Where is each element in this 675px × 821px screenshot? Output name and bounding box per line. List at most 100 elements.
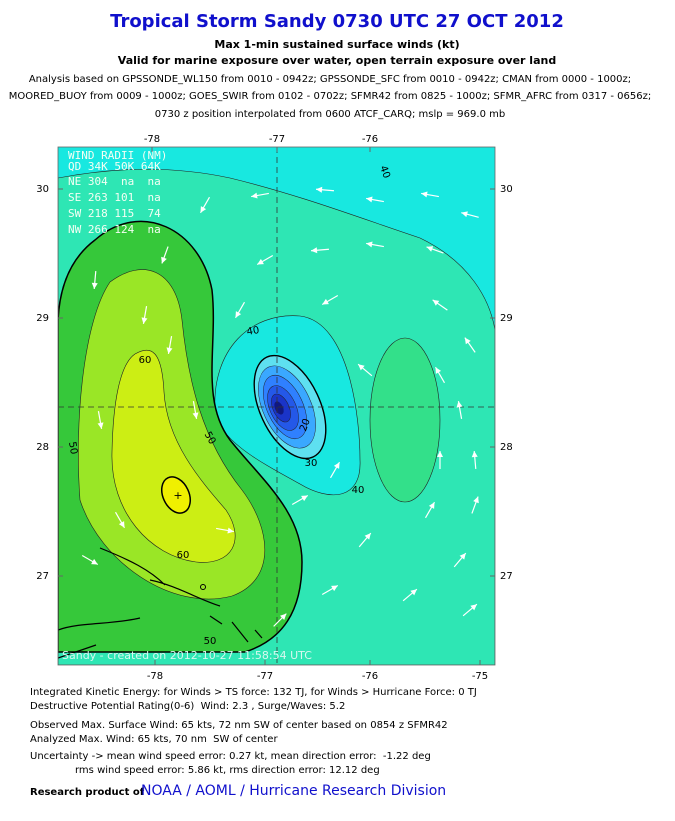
arrow-head: [257, 258, 264, 265]
subtitle: Max 1-min sustained surface winds (kt): [214, 38, 459, 51]
coastline: [58, 547, 263, 659]
footer-line: Uncertainty -> mean wind speed error: 0.…: [30, 751, 431, 762]
wind-arrow: [114, 511, 126, 529]
wind-arrow: [434, 366, 446, 384]
arrow-head: [364, 533, 371, 540]
validity: Valid for marine exposure over water, op…: [118, 54, 556, 67]
analysis-line: Analysis based on GPSSONDE_WL150 from 00…: [29, 74, 631, 85]
wind-arrow: [421, 191, 439, 198]
left-lat-label: 27: [36, 571, 49, 582]
footer-line: Destructive Potential Rating(0-6) Wind: …: [30, 701, 345, 712]
contour-label: 20: [298, 417, 313, 433]
arrow-head: [464, 337, 471, 345]
arrow-head: [301, 495, 308, 502]
right-lat-label: 28: [500, 442, 513, 453]
arrow-head: [421, 191, 428, 198]
arrow-head: [192, 412, 199, 419]
arrow-head: [333, 462, 340, 469]
arrow-head: [459, 553, 466, 560]
max-wind-marker: +: [173, 489, 182, 502]
wind-arrow: [91, 270, 98, 290]
wind-radii-row: QD 34K 50K 64K: [68, 160, 161, 173]
arrow-head: [428, 502, 435, 509]
island: [200, 584, 206, 590]
footer-line: Analyzed Max. Wind: 65 kts, 70 nm SW of …: [30, 734, 278, 745]
footer-line: Observed Max. Surface Wind: 65 kts, 72 n…: [30, 720, 448, 731]
contour-label: 40: [377, 164, 392, 180]
wind-radii-title: WIND RADII (NM): [68, 149, 167, 162]
arrow-head: [118, 521, 125, 528]
arrow-head: [437, 451, 443, 457]
wind-arrow: [357, 363, 373, 377]
wind-arrow: [315, 186, 335, 193]
arrow-head: [235, 311, 242, 318]
footer-line: rms wind speed error: 5.86 kt, rms direc…: [75, 765, 380, 776]
arrow-head: [91, 558, 98, 565]
top-lon-label: -77: [269, 134, 285, 145]
left-lat-label: 30: [36, 184, 49, 195]
bottom-lon-label: -76: [362, 671, 378, 682]
wind-radii-row: NE 304 na na: [68, 175, 161, 188]
wind-radii-row: SE 263 101 na: [68, 191, 161, 204]
wind-arrow: [471, 450, 478, 470]
contour-label: 50: [66, 441, 79, 455]
wind-arrow: [432, 299, 448, 311]
contour-45: [369, 337, 441, 503]
wind-arrow: [358, 532, 372, 548]
top-lon-label: -78: [144, 134, 160, 145]
wind-arrows: [81, 186, 479, 627]
arrow-head: [473, 496, 479, 504]
wind-arrow: [329, 461, 341, 479]
right-lat-label: 30: [500, 184, 513, 195]
arrow-head: [435, 367, 442, 374]
arrow-head: [471, 451, 478, 458]
contour-label: 40: [352, 485, 365, 496]
arrow-head: [366, 196, 373, 203]
arrow-head: [311, 247, 318, 254]
arrow-head: [97, 422, 104, 429]
wind-arrow: [81, 554, 99, 566]
arrow-head: [161, 256, 167, 264]
bottom-lon-label: -75: [472, 671, 488, 682]
ticks: -78 -77 -76 -78 -77 -76 -75 30 29 28 27 30 29 28 27: [36, 134, 512, 682]
wind-arrow: [456, 401, 463, 419]
arrow-head: [358, 364, 365, 371]
credit-label: Research product of: [30, 787, 145, 798]
wind-arrow: [402, 588, 418, 602]
arrow-head: [251, 192, 258, 199]
contour-label: 60: [177, 550, 190, 561]
credit-org[interactable]: NOAA / AOML / Hurricane Research Divisio…: [141, 783, 446, 799]
wind-arrow: [366, 241, 384, 248]
wind-arrow: [464, 337, 476, 353]
arrow-head: [426, 246, 434, 252]
bottom-lon-label: -77: [257, 671, 273, 682]
wind-radii-row: NW 266 124 na: [68, 223, 161, 236]
bottom-lon-label: -78: [147, 671, 163, 682]
wind-arrow: [234, 301, 246, 319]
contour-65: [160, 476, 192, 514]
footer-line: Integrated Kinetic Energy: for Winds > T…: [30, 687, 477, 698]
wind-arrow: [256, 254, 274, 266]
wind-arrow: [199, 196, 211, 214]
arrow-head: [331, 585, 338, 592]
contour-60: [111, 349, 236, 563]
wind-arrow: [424, 501, 436, 519]
analysis-line: MOORED_BUOY from 0009 - 1000z; GOES_SWIR…: [9, 91, 651, 102]
arrow-head: [200, 206, 207, 213]
wind-arrow: [161, 246, 169, 264]
watermark: Sandy - created on 2012-10-27 11:58:54 U…: [62, 649, 312, 662]
arrow-head: [316, 186, 323, 193]
wind-arrow: [321, 294, 339, 306]
wind-arrow: [166, 336, 173, 354]
wind-arrow: [462, 603, 478, 617]
title: Tropical Storm Sandy 0730 UTC 27 OCT 201…: [110, 11, 564, 32]
top-lon-label: -76: [362, 134, 378, 145]
arrow-head: [91, 282, 98, 289]
arrow-head: [432, 299, 440, 306]
arrow-head: [141, 317, 148, 324]
wind-arrow: [461, 211, 479, 218]
arrow-head: [366, 241, 373, 248]
arrow-head: [227, 527, 234, 534]
